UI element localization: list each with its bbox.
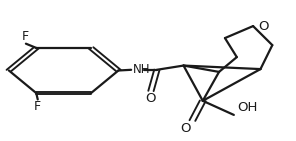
- Text: O: O: [181, 122, 191, 135]
- Text: F: F: [22, 30, 29, 43]
- Text: NH: NH: [133, 63, 150, 76]
- Text: OH: OH: [237, 101, 257, 114]
- Text: F: F: [34, 100, 41, 113]
- Text: O: O: [258, 20, 269, 33]
- Text: O: O: [146, 92, 156, 105]
